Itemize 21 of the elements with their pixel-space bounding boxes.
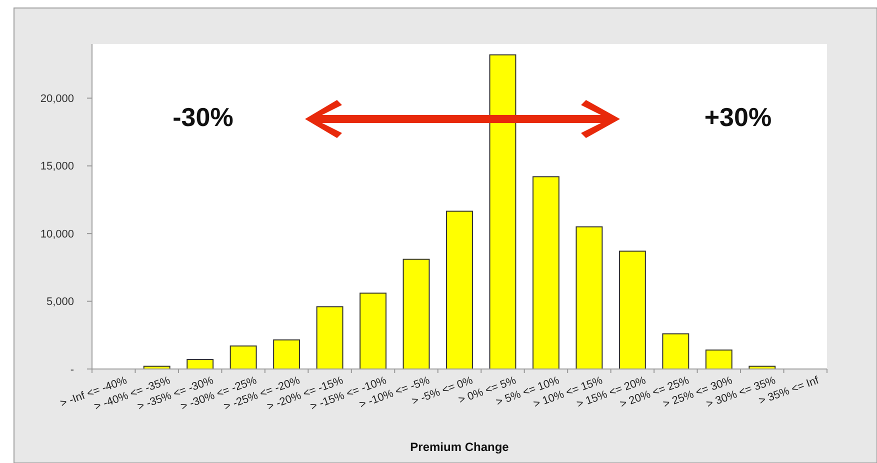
annotation: -30% [172, 102, 234, 132]
bar [316, 306, 344, 370]
bar [576, 226, 603, 370]
y-tick-label: 20,000 [40, 93, 74, 106]
bar [618, 250, 646, 370]
bar [446, 210, 473, 370]
y-tick-label: - [70, 364, 74, 376]
bar [662, 333, 690, 370]
annotation: +30% [704, 102, 772, 132]
y-tick-label: 10,000 [40, 228, 74, 240]
bar [273, 339, 300, 370]
bar [532, 176, 560, 370]
bar [230, 345, 257, 370]
bar [489, 54, 516, 370]
bar [360, 292, 386, 370]
bar [402, 258, 430, 370]
y-tick-label: 5,000 [46, 296, 74, 308]
x-axis-title: Premium Change [410, 440, 510, 454]
bar [705, 350, 732, 370]
bar [186, 359, 214, 370]
y-tick-label: 15,000 [40, 160, 74, 173]
